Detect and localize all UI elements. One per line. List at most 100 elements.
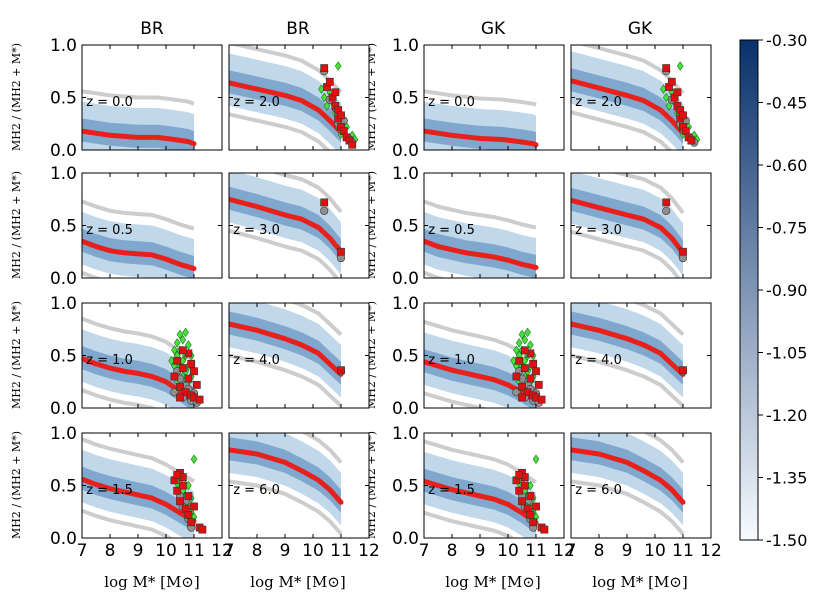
x-tick-label: 10: [302, 541, 324, 561]
x-tick-label: 12: [700, 541, 722, 561]
square-point: [198, 525, 207, 534]
panel-plot-area: [571, 303, 688, 408]
median-line: [229, 447, 344, 505]
contour-lower: [571, 110, 673, 150]
square-point: [537, 395, 546, 404]
panel-gk: z = 1.50.00.51.07 8 9 10 11 12: [392, 424, 575, 561]
square-point: [679, 366, 687, 375]
median-line: [424, 128, 539, 148]
x-axis-label: log M* [M⊙]: [104, 573, 199, 591]
contour-lower: [424, 391, 490, 408]
contour-lower: [229, 228, 340, 278]
contour-lower: [571, 479, 685, 536]
redshift-label: z = 4.0: [575, 353, 622, 368]
x-tick-label: 10: [155, 541, 177, 561]
density-band-outer: [571, 51, 683, 150]
panel-gk: z = 3.0: [570, 172, 712, 279]
square-point: [518, 383, 526, 391]
panel-background: [424, 303, 564, 408]
panel-plot-area: [229, 433, 344, 536]
colorbar-tick-label: -1.20: [766, 406, 807, 425]
redshift-label: z = 1.0: [428, 353, 475, 368]
colorbar-ticks: -0.30 -0.45 -0.60 -0.75 -0.90 -1.05 -1.20 -1.35…: [758, 31, 807, 550]
x-tick-label: 9: [280, 541, 291, 561]
square-point: [667, 77, 676, 86]
panel-plot-area: [82, 199, 197, 278]
colorbar: -0.30 -0.45 -0.60 -0.75 -0.90 -1.05 -1.20 -1.35…: [739, 31, 807, 550]
square-point: [518, 393, 526, 402]
y-tick-label: 0.5: [392, 347, 419, 367]
x-tick-label: 8: [105, 541, 116, 561]
square-point: [662, 198, 671, 207]
y-tick-label: 0.5: [392, 217, 419, 237]
median-line: [424, 238, 539, 270]
contour-upper: [424, 439, 538, 485]
median-line: [229, 321, 344, 377]
colorbar-tick-label: -0.45: [766, 94, 807, 113]
panel-br: z = 1.0 0.0 0.5 1.0: [50, 294, 223, 419]
square-point: [526, 374, 535, 383]
panel-br: z = 0.5 0.0 0.5 1.0: [50, 164, 223, 289]
x-tick-label: 10: [644, 541, 666, 561]
x-axis-label: log M* [M⊙]: [445, 573, 540, 591]
panel-plot-area: [424, 439, 549, 538]
square-point: [679, 247, 687, 256]
diamond-point: [513, 345, 520, 355]
x-tick-label: 7: [419, 541, 430, 561]
panel-br: z = 0.0 0.0 0.5 1.0: [50, 36, 223, 161]
panel-gk: z = 6.0 7 8 9 10 11 12: [566, 432, 722, 561]
diamond-point: [323, 101, 331, 111]
square-point: [176, 383, 184, 391]
square-point: [337, 111, 345, 120]
contour-lower: [229, 479, 343, 536]
contour-upper: [632, 303, 685, 336]
square-point: [526, 492, 535, 500]
column-title: GK: [481, 19, 506, 39]
median-line: [571, 197, 686, 256]
redshift-label: z = 1.5: [428, 483, 475, 498]
y-tick-label: 0.0: [392, 269, 419, 289]
diamond-point: [532, 454, 540, 464]
redshift-label: z = 1.5: [86, 483, 133, 498]
x-tick-label: 9: [475, 541, 486, 561]
diamond-point: [179, 335, 187, 345]
y-axis-label: MH2 / (MH2 + M*): [10, 301, 23, 409]
panel-gk: z = 0.5 0.0 0.5 1.0: [392, 164, 565, 289]
colorbar-tick-label: -1.50: [766, 531, 807, 550]
contour-lower: [229, 353, 343, 408]
density-band-outer: [571, 173, 683, 276]
density-band-outer: [229, 303, 341, 398]
colorbar-tick-label: -0.90: [766, 281, 807, 300]
square-point: [170, 372, 179, 381]
panel-plot-area: [82, 437, 207, 538]
diamond-point: [320, 92, 328, 103]
contour-lower: [82, 508, 174, 538]
y-axis-label: MH2 / (MH2 + M*): [10, 43, 23, 151]
contour-upper: [424, 89, 537, 107]
x-tick-label: 12: [211, 541, 233, 561]
panel-plot-area: [571, 433, 686, 536]
panel-plot-area: [229, 173, 346, 278]
square-point: [337, 247, 345, 256]
square-point: [184, 492, 193, 500]
circle-point: [662, 206, 671, 215]
square-point: [529, 518, 538, 527]
square-point: [515, 471, 524, 479]
y-tick-label: 1.0: [392, 424, 419, 444]
square-point: [173, 486, 182, 495]
median-line: [82, 238, 197, 272]
y-tick-label: 0.5: [50, 217, 77, 237]
x-tick-label: 9: [622, 541, 633, 561]
square-point: [320, 198, 329, 207]
panel-background: [571, 303, 711, 408]
diamond-point: [662, 92, 670, 103]
square-point: [512, 372, 521, 381]
y-tick-label: 0.0: [50, 269, 77, 289]
redshift-label: z = 4.0: [233, 353, 280, 368]
panel-background: [424, 173, 564, 278]
square-point: [320, 64, 329, 72]
y-tick-label: 0.5: [392, 477, 419, 497]
x-tick-label: 11: [672, 541, 694, 561]
density-band-outer: [229, 173, 341, 275]
median-line: [82, 128, 197, 147]
